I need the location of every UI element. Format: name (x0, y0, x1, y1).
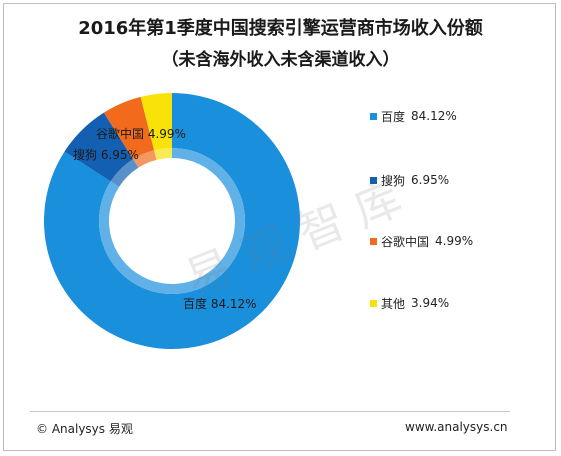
legend-value-baidu: 84.12% (411, 109, 457, 123)
legend-value-google-china: 4.99% (435, 234, 474, 248)
chart-title: 2016年第1季度中国搜索引擎运营商市场收入份额 (78, 18, 483, 39)
legend-label-google-china: 谷歌中国 (381, 234, 430, 249)
legend-label-sogou: 搜狗 (381, 173, 406, 188)
legend-item-google-china: 谷歌中国 4.99% (370, 233, 473, 249)
slice-baidu (43, 93, 300, 350)
slice-inner-google-china (133, 150, 157, 168)
footer-website: www.analysys.cn (405, 420, 508, 434)
legend-swatch-other (370, 299, 377, 307)
legend-item-sogou: 搜狗 6.95% (370, 172, 449, 188)
legend-item-baidu: 百度 84.12% (370, 108, 457, 124)
chart-subtitle: （未含海外收入未含渠道收入） (161, 50, 400, 70)
data-label-sogou: 搜狗 6.95% (73, 147, 139, 162)
data-label-google-china: 谷歌中国 4.99% (96, 126, 186, 141)
legend-value-sogou: 6.95% (411, 173, 450, 187)
legend-item-other: 其他 3.94% (370, 295, 449, 311)
slice-sogou (64, 112, 134, 182)
legend-label-other: 其他 (381, 296, 406, 311)
legend-swatch-google-china (370, 237, 377, 245)
legend-swatch-baidu (370, 112, 377, 120)
slice-other (140, 93, 172, 151)
legend-label-baidu: 百度 (381, 109, 406, 124)
slice-inner-sogou (110, 159, 139, 187)
legend-value-other: 3.94% (411, 296, 450, 310)
slice-google-china (103, 96, 155, 160)
footer-copyright: © Analysys 易观 (36, 422, 133, 436)
slice-inner-other (154, 148, 172, 160)
footer-divider (30, 411, 510, 412)
legend-swatch-sogou (370, 176, 377, 184)
data-label-baidu: 百度 84.12% (183, 296, 257, 311)
